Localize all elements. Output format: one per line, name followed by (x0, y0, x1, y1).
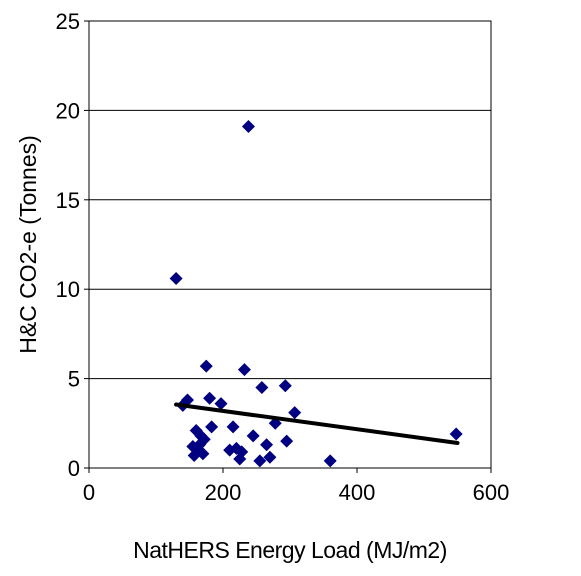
y-tick-label: 25 (56, 9, 80, 34)
x-tick-label: 400 (339, 480, 376, 505)
data-point (449, 427, 463, 441)
plot-area-frame (88, 20, 492, 469)
data-point (199, 359, 213, 373)
data-point (169, 271, 183, 285)
data-point (205, 420, 219, 434)
data-point (196, 447, 210, 461)
x-tick-label: 0 (83, 480, 95, 505)
trendline-group (174, 402, 460, 445)
x-tick-label: 600 (473, 480, 510, 505)
x-axis-title: NatHERS Energy Load (MJ/m2) (133, 537, 447, 563)
data-points (169, 119, 463, 468)
data-point (203, 391, 217, 405)
y-tick-label: 0 (68, 456, 80, 481)
data-point (226, 420, 240, 434)
y-tick-label: 10 (56, 277, 80, 302)
gridlines (84, 20, 492, 473)
data-point (323, 454, 337, 468)
data-point (263, 450, 277, 464)
data-point (246, 429, 260, 443)
x-tick-label: 200 (205, 480, 242, 505)
trendline (174, 402, 460, 445)
y-tick-labels: 0 5 10 15 20 25 (56, 9, 80, 481)
data-point (235, 445, 249, 459)
data-point (197, 432, 211, 446)
data-point (180, 393, 194, 407)
data-point (214, 397, 228, 411)
data-point (288, 406, 302, 420)
data-point (253, 454, 267, 468)
data-point (278, 379, 292, 393)
y-tick-label: 5 (68, 367, 80, 392)
data-point (241, 119, 255, 133)
y-tick-label: 15 (56, 188, 80, 213)
data-point (260, 438, 274, 452)
data-point (280, 434, 294, 448)
data-point (237, 363, 251, 377)
x-tick-labels: 0 200 400 600 (83, 480, 509, 505)
y-axis-title: H&C CO2-e (Tonnes) (15, 135, 41, 354)
y-tick-label: 20 (56, 98, 80, 123)
data-point (255, 381, 269, 395)
